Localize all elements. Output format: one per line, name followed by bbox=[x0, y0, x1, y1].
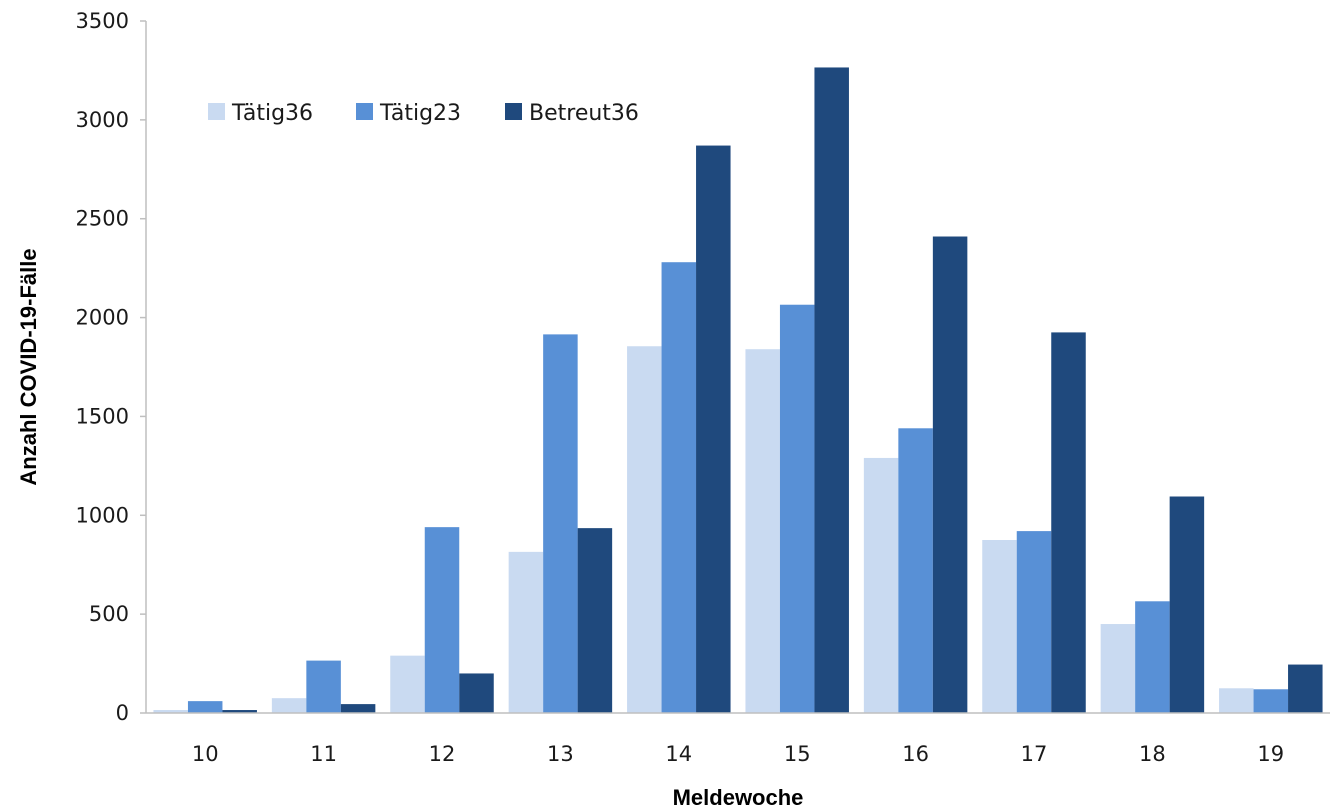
bar-Tätig36-18 bbox=[1100, 624, 1136, 713]
y-tick-label: 500 bbox=[89, 602, 129, 626]
x-tick-label: 18 bbox=[1139, 742, 1166, 766]
legend: Tätig36 Tätig23 Betreut36 bbox=[208, 101, 639, 126]
x-tick-label: 11 bbox=[310, 742, 337, 766]
bar-Betreut36-14 bbox=[696, 145, 731, 713]
legend-swatch-Betreut36 bbox=[505, 103, 522, 120]
bar-Tätig23-16 bbox=[898, 428, 933, 713]
legend-label-Betreut36: Betreut36 bbox=[529, 101, 639, 126]
bar-Betreut36-17 bbox=[1051, 332, 1086, 713]
bar-Betreut36-12 bbox=[459, 673, 494, 713]
x-tick-label: 17 bbox=[1021, 742, 1048, 766]
bar-Tätig23-15 bbox=[779, 304, 815, 713]
legend-label-Tätig36: Tätig36 bbox=[231, 101, 313, 126]
bar-Tätig23-12 bbox=[424, 527, 460, 713]
x-axis-title: Meldewoche bbox=[673, 785, 804, 810]
y-tick-label: 2500 bbox=[76, 207, 129, 231]
x-axis-ticks: 10 11 12 13 14 15 16 17 18 19 bbox=[192, 742, 1284, 766]
bar-Tätig36-17 bbox=[982, 540, 1017, 713]
bar-Tätig36-12 bbox=[390, 655, 425, 713]
bar-Tätig36-11 bbox=[271, 698, 307, 713]
y-axis-title: Anzahl COVID-19-Fälle bbox=[16, 248, 41, 485]
legend-swatch-Tätig23 bbox=[356, 103, 373, 120]
y-tick-label: 1500 bbox=[76, 404, 129, 428]
legend-swatch-Tätig36 bbox=[208, 103, 225, 120]
bar-Betreut36-10 bbox=[222, 710, 257, 713]
bar-Betreut36-19 bbox=[1288, 664, 1323, 713]
x-tick-label: 16 bbox=[902, 742, 929, 766]
x-tick-label: 15 bbox=[784, 742, 811, 766]
bar-Betreut36-11 bbox=[340, 704, 376, 713]
bar-Tätig23-11 bbox=[306, 660, 341, 713]
bar-Betreut36-15 bbox=[814, 67, 849, 713]
bar-Tätig36-10 bbox=[153, 710, 188, 713]
bar-Tätig23-14 bbox=[661, 262, 697, 713]
y-tick-label: 3500 bbox=[76, 9, 129, 33]
bar-Betreut36-18 bbox=[1169, 496, 1205, 713]
bar-Tätig23-19 bbox=[1253, 689, 1289, 713]
y-axis-ticks: 0 500 1000 1500 2000 2500 3000 3500 bbox=[76, 9, 146, 725]
y-tick-label: 3000 bbox=[76, 108, 129, 132]
bar-Betreut36-16 bbox=[932, 236, 968, 713]
bars bbox=[153, 67, 1323, 713]
y-tick-label: 2000 bbox=[76, 306, 129, 330]
bar-Tätig23-10 bbox=[187, 701, 223, 713]
bar-Betreut36-13 bbox=[577, 528, 613, 713]
bar-Tätig23-18 bbox=[1135, 601, 1170, 713]
y-tick-label: 1000 bbox=[76, 503, 129, 527]
bar-Tätig23-13 bbox=[543, 334, 578, 713]
bar-Tätig36-13 bbox=[508, 551, 544, 713]
bar-Tätig36-19 bbox=[1219, 688, 1254, 713]
bar-Tätig36-15 bbox=[745, 349, 780, 713]
y-tick-label: 0 bbox=[116, 701, 129, 725]
legend-label-Tätig23: Tätig23 bbox=[379, 101, 461, 126]
x-tick-label: 10 bbox=[192, 742, 219, 766]
x-tick-label: 14 bbox=[665, 742, 692, 766]
bar-Tätig36-16 bbox=[863, 457, 899, 713]
x-tick-label: 13 bbox=[547, 742, 574, 766]
x-tick-label: 19 bbox=[1257, 742, 1284, 766]
bar-Tätig23-17 bbox=[1016, 531, 1052, 713]
bar-Tätig36-14 bbox=[627, 346, 662, 713]
x-tick-label: 12 bbox=[429, 742, 456, 766]
